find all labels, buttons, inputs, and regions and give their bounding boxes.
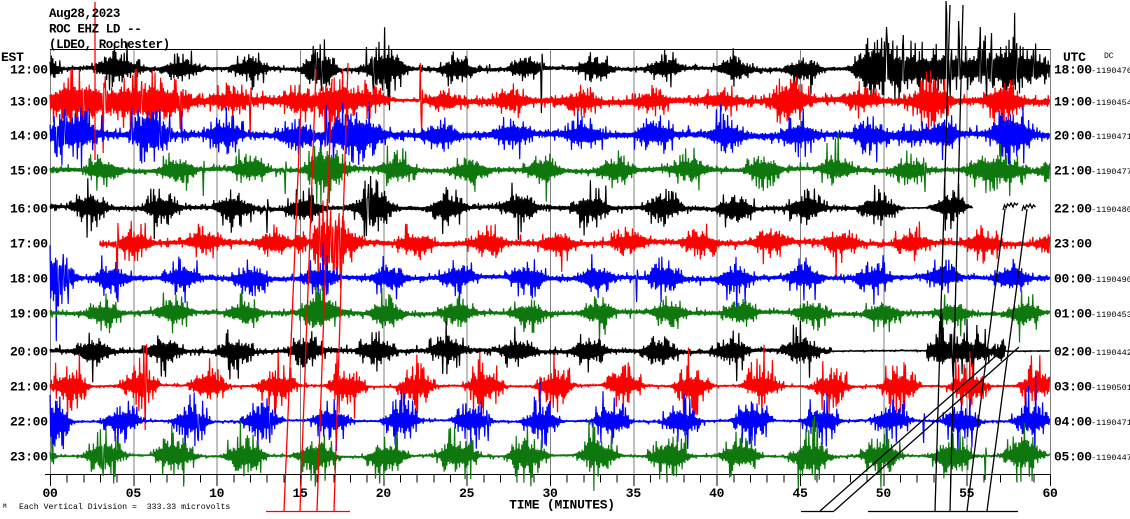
svg-text:-1190454: -1190454 bbox=[1091, 98, 1130, 108]
svg-text:25: 25 bbox=[459, 486, 475, 501]
svg-text:00: 00 bbox=[42, 486, 58, 501]
svg-text:55: 55 bbox=[959, 486, 975, 501]
svg-text:UTC: UTC bbox=[1063, 50, 1086, 65]
svg-text:19:00: 19:00 bbox=[1054, 95, 1092, 110]
svg-text:30: 30 bbox=[542, 486, 558, 501]
svg-text:02:00: 02:00 bbox=[1054, 345, 1092, 360]
svg-text:21:00: 21:00 bbox=[10, 380, 48, 395]
svg-text:18:00: 18:00 bbox=[1054, 63, 1092, 78]
svg-text:60: 60 bbox=[1042, 486, 1058, 501]
svg-text:12:00: 12:00 bbox=[10, 63, 48, 78]
svg-text:45: 45 bbox=[792, 486, 808, 501]
svg-text:05:00: 05:00 bbox=[1054, 450, 1092, 465]
svg-text:17:00: 17:00 bbox=[10, 237, 48, 252]
svg-text:35: 35 bbox=[626, 486, 642, 501]
svg-text:-1190442: -1190442 bbox=[1091, 348, 1130, 358]
svg-text:21:00: 21:00 bbox=[1054, 164, 1092, 179]
svg-text:-1190471: -1190471 bbox=[1091, 132, 1130, 142]
svg-text:-1190490: -1190490 bbox=[1091, 275, 1130, 285]
svg-text:-1190447: -1190447 bbox=[1091, 453, 1130, 463]
svg-text:20:00: 20:00 bbox=[1054, 129, 1092, 144]
svg-text:40: 40 bbox=[709, 486, 725, 501]
svg-text:TIME (MINUTES): TIME (MINUTES) bbox=[509, 498, 615, 513]
svg-text:ROC EHZ LD --: ROC EHZ LD -- bbox=[49, 23, 141, 37]
svg-text:50: 50 bbox=[876, 486, 892, 501]
svg-text:18:00: 18:00 bbox=[10, 272, 48, 287]
svg-text:00:00: 00:00 bbox=[1054, 272, 1092, 287]
svg-text:14:00: 14:00 bbox=[10, 129, 48, 144]
svg-text:10: 10 bbox=[209, 486, 225, 501]
svg-text:16:00: 16:00 bbox=[10, 202, 48, 217]
svg-text:22:00: 22:00 bbox=[10, 415, 48, 430]
svg-text:13:00: 13:00 bbox=[10, 95, 48, 110]
svg-text:EST: EST bbox=[1, 50, 24, 65]
svg-text:03:00: 03:00 bbox=[1054, 380, 1092, 395]
svg-text:23:00: 23:00 bbox=[1054, 237, 1092, 252]
svg-text:19:00: 19:00 bbox=[10, 307, 48, 322]
svg-text:(LDEO, Rochester): (LDEO, Rochester) bbox=[49, 38, 170, 52]
svg-text:-1190480: -1190480 bbox=[1091, 205, 1130, 215]
svg-text:-1190471: -1190471 bbox=[1091, 418, 1130, 428]
svg-text:22:00: 22:00 bbox=[1054, 202, 1092, 217]
svg-text:-1190501: -1190501 bbox=[1091, 383, 1130, 393]
svg-text:-1190453: -1190453 bbox=[1091, 310, 1130, 320]
svg-text:DC: DC bbox=[1104, 52, 1114, 61]
svg-text:20: 20 bbox=[376, 486, 392, 501]
svg-text:20:00: 20:00 bbox=[10, 345, 48, 360]
svg-text:M: M bbox=[3, 503, 7, 510]
svg-text:-1190476: -1190476 bbox=[1091, 66, 1130, 76]
svg-text:-1190477: -1190477 bbox=[1091, 167, 1130, 177]
svg-text:15: 15 bbox=[292, 486, 308, 501]
svg-text:15:00: 15:00 bbox=[10, 164, 48, 179]
svg-text:Each Vertical Division = 333.: Each Vertical Division = 333.33 microvol… bbox=[19, 502, 230, 512]
svg-text:04:00: 04:00 bbox=[1054, 415, 1092, 430]
svg-text:01:00: 01:00 bbox=[1054, 307, 1092, 322]
svg-text:23:00: 23:00 bbox=[10, 450, 48, 465]
svg-text:05: 05 bbox=[126, 486, 142, 501]
svg-text:Aug28,2023: Aug28,2023 bbox=[49, 7, 120, 21]
